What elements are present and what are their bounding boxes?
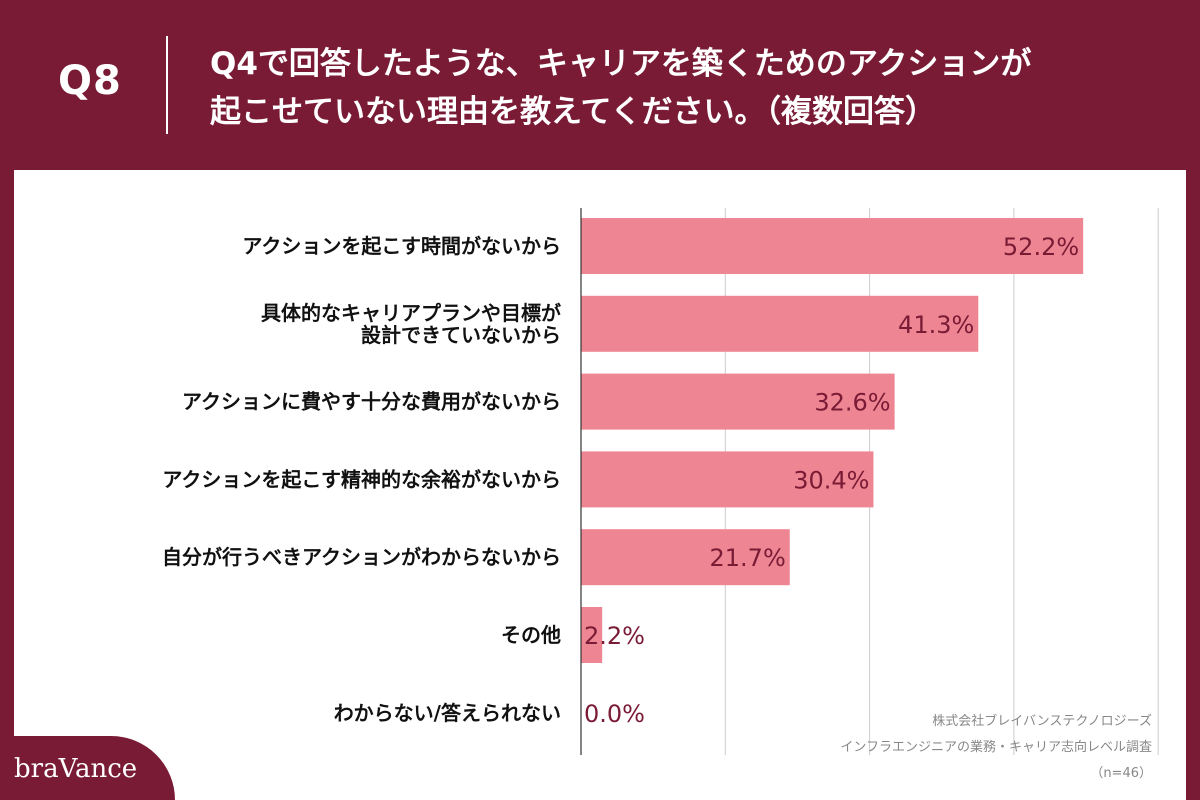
bar	[581, 607, 603, 663]
category-label: 自分が行うべきアクションがわからないから	[162, 545, 561, 569]
value-label: 30.4%	[793, 466, 869, 494]
question-number: Q8	[58, 58, 122, 104]
question-text: Q4で回答したような、キャリアを築くためのアクションが 起こせていない理由を教え…	[210, 40, 1170, 136]
category-label: 具体的なキャリアプランや目標が設計できていないから	[261, 301, 561, 347]
source-note: 株式会社ブレイバンステクノロジーズ インフラエンジニアの業務・キャリア志向レベル…	[840, 709, 1152, 787]
question-line-1: Q4で回答したような、キャリアを築くためのアクションが	[210, 46, 1032, 82]
logo-badge: braVance	[0, 736, 175, 800]
category-label-line: わからない/答えられない	[334, 701, 561, 725]
category-label-line: 設計できていないから	[361, 323, 561, 347]
category-label-line: アクションを起こす精神的な余裕がないから	[162, 467, 561, 491]
category-label: アクションを起こす精神的な余裕がないから	[162, 467, 561, 491]
value-label: 52.2%	[1003, 233, 1079, 261]
value-label: 21.7%	[710, 544, 786, 572]
bar-chart: アクションを起こす時間がないから 52.2% 具体的なキャリアプランや目標が設計でき…	[162, 208, 1159, 755]
bar	[581, 529, 790, 586]
bar	[581, 218, 1084, 274]
bar	[581, 295, 979, 352]
category-label-line: その他	[501, 623, 561, 647]
question-line-2: 起こせていない理由を教えてください。（複数回答）	[210, 94, 937, 130]
value-label: 41.3%	[898, 311, 974, 339]
header-divider	[166, 36, 168, 134]
bar	[581, 373, 895, 430]
source-company: 株式会社ブレイバンステクノロジーズ	[932, 714, 1152, 729]
category-label-line: 具体的なキャリアプランや目標が	[261, 301, 561, 325]
value-label: 32.6%	[814, 389, 890, 417]
bar	[581, 451, 874, 508]
value-label: 0.0%	[584, 700, 645, 728]
source-survey: インフラエンジニアの業務・キャリア志向レベル調査	[840, 740, 1152, 755]
source-sample-size: （n=46）	[1090, 766, 1152, 781]
category-label: わからない/答えられない	[334, 701, 561, 725]
value-label: 2.2%	[584, 622, 645, 650]
chart-panel: アクションを起こす時間がないから 52.2% 具体的なキャリアプランや目標が設計でき…	[14, 170, 1186, 800]
category-label-line: 自分が行うべきアクションがわからないから	[162, 545, 561, 569]
category-label: その他	[501, 623, 561, 647]
bravance-logo: braVance	[14, 754, 138, 784]
category-label: アクションを起こす時間がないから	[242, 234, 561, 258]
category-label: アクションに費やす十分な費用がないから	[182, 390, 561, 414]
category-label-line: アクションに費やす十分な費用がないから	[182, 390, 561, 414]
category-label-line: アクションを起こす時間がないから	[242, 234, 561, 258]
